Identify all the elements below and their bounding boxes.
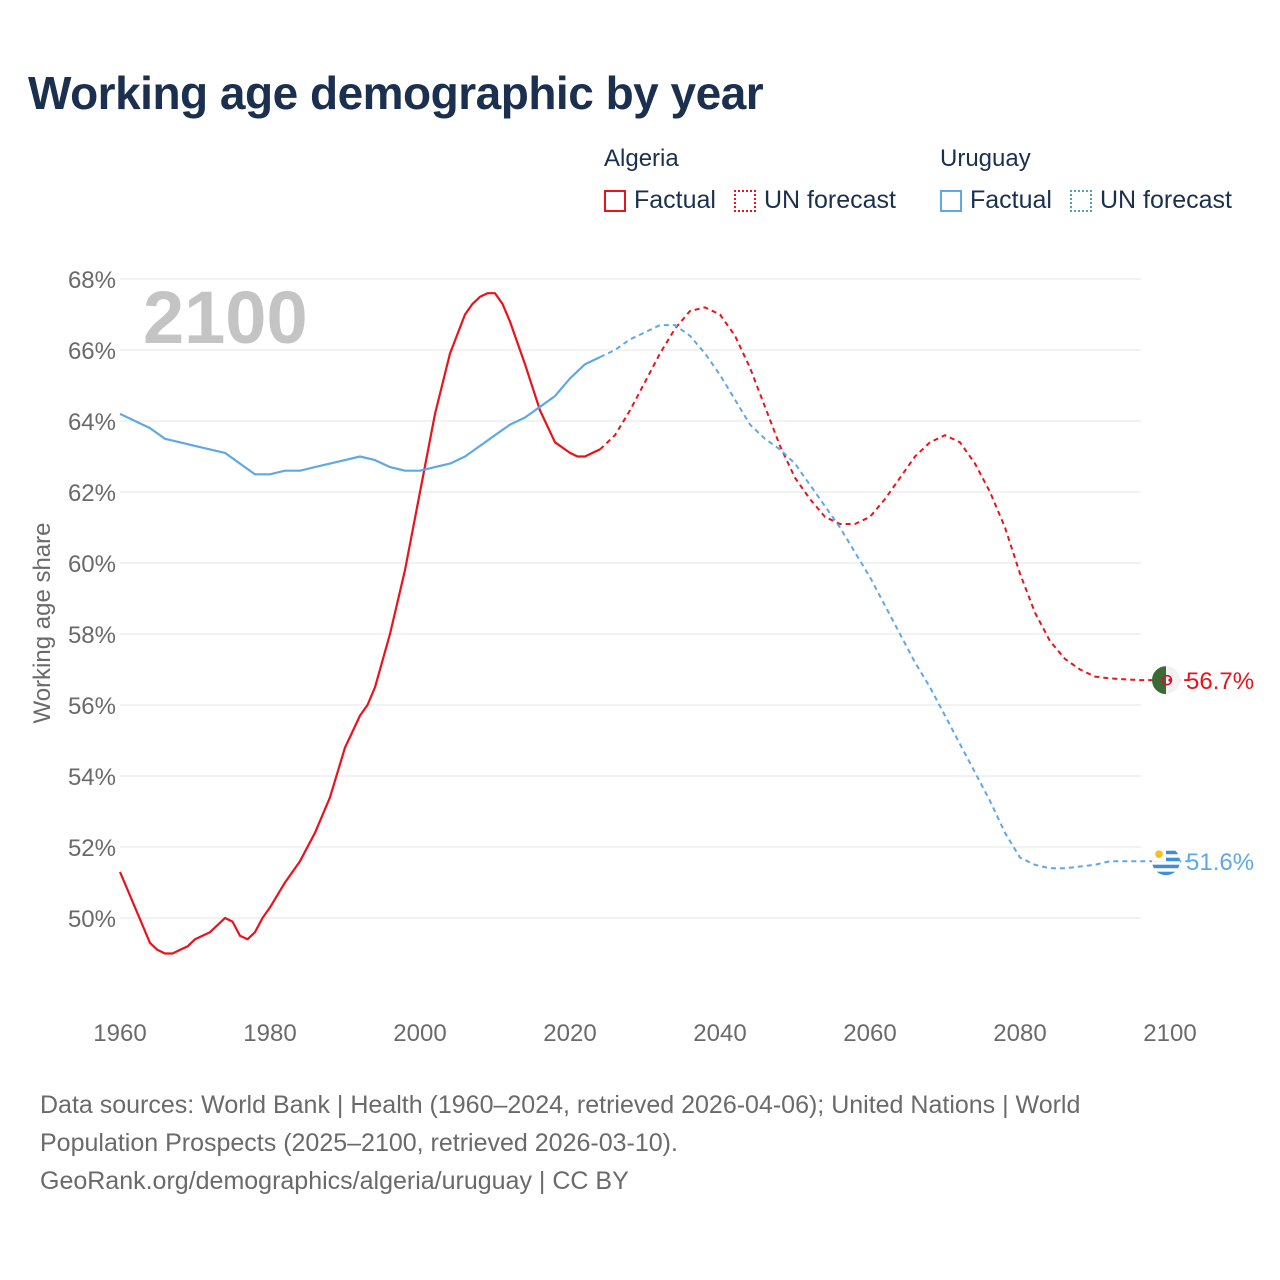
footer-sources-line-1: Data sources: World Bank | Health (1960–… [40,1091,1081,1119]
y-tick-label: 58% [68,622,116,649]
x-tick-label: 2080 [993,1020,1046,1047]
y-tick-label: 56% [68,693,116,720]
y-tick-label: 52% [68,835,116,862]
uruguay-flag-icon [1152,847,1180,876]
series-line-algeria-factual[interactable] [118,292,601,955]
y-tick-labels: 50% 52% 54% 56% 58% 60% 62% 64% 66% 68% [68,267,116,933]
legend-item-algeria-forecast[interactable]: UN forecast [733,186,896,215]
x-tick-label: 2060 [843,1020,896,1047]
y-tick-label: 66% [68,338,116,365]
legend-group-algeria: Algeria Factual UN forecast [604,144,914,215]
x-tick-label: 2040 [693,1020,746,1047]
series-layer [118,292,1193,955]
y-tick-label: 68% [68,267,116,294]
legend-label-uruguay-forecast: UN forecast [1099,186,1232,214]
legend-item-algeria-factual[interactable]: Factual [604,186,716,215]
x-tick-label: 1980 [243,1020,296,1047]
x-tick-label: 1960 [93,1020,146,1047]
x-tick-label: 2000 [393,1020,446,1047]
y-tick-label: 54% [68,764,116,791]
footer-sources-line-2: Population Prospects (2025–2100, retriev… [40,1129,678,1157]
legend-label-uruguay-factual: Factual [970,186,1052,214]
year-watermark: 2100 [143,276,308,359]
footer: Data sources: World Bank | Health (1960–… [40,1086,1240,1200]
end-markers: 56.7% 51.6% [1152,666,1254,876]
series-line-uruguay-factual[interactable] [119,356,601,476]
grid-layer [120,278,1141,919]
y-tick-label: 62% [68,480,116,507]
legend-group-uruguay: Uruguay Factual UN forecast [940,144,1250,215]
x-tick-label: 2020 [543,1020,596,1047]
legend-country-algeria: Algeria [604,145,679,172]
page-title: Working age demographic by year [28,67,764,119]
chart: 2100 50% 52% 54% 56% 58% 60% 62% 64% 66% 68% 1960… [29,267,1254,1047]
legend-swatch-algeria-forecast [733,189,756,212]
series-line-uruguay-forecast[interactable] [599,324,1193,870]
legend-country-uruguay: Uruguay [940,145,1031,172]
y-tick-label: 50% [68,906,116,933]
footer-link[interactable]: GeoRank.org/demographics/algeria/uruguay… [40,1167,629,1195]
end-value-label-algeria: 56.7% [1186,668,1254,695]
algeria-flag-icon [1152,666,1180,695]
legend-swatch-uruguay-forecast [1069,189,1092,212]
legend-label-algeria-forecast: UN forecast [763,186,896,214]
legend-swatch-uruguay-factual [940,189,962,212]
legend-label-algeria-factual: Factual [634,186,716,214]
legend-item-uruguay-forecast[interactable]: UN forecast [1069,186,1232,215]
x-tick-labels: 1960 1980 2000 2020 2040 2060 2080 2100 [93,1020,1196,1047]
y-axis-label: Working age share [29,523,56,724]
x-tick-label: 2100 [1143,1020,1196,1047]
legend-swatch-algeria-factual [604,189,626,212]
end-value-label-uruguay: 51.6% [1186,849,1254,876]
y-tick-label: 64% [68,409,116,436]
legend-item-uruguay-factual[interactable]: Factual [940,186,1052,215]
y-tick-label: 60% [68,551,116,578]
series-line-algeria-forecast[interactable] [599,306,1193,682]
